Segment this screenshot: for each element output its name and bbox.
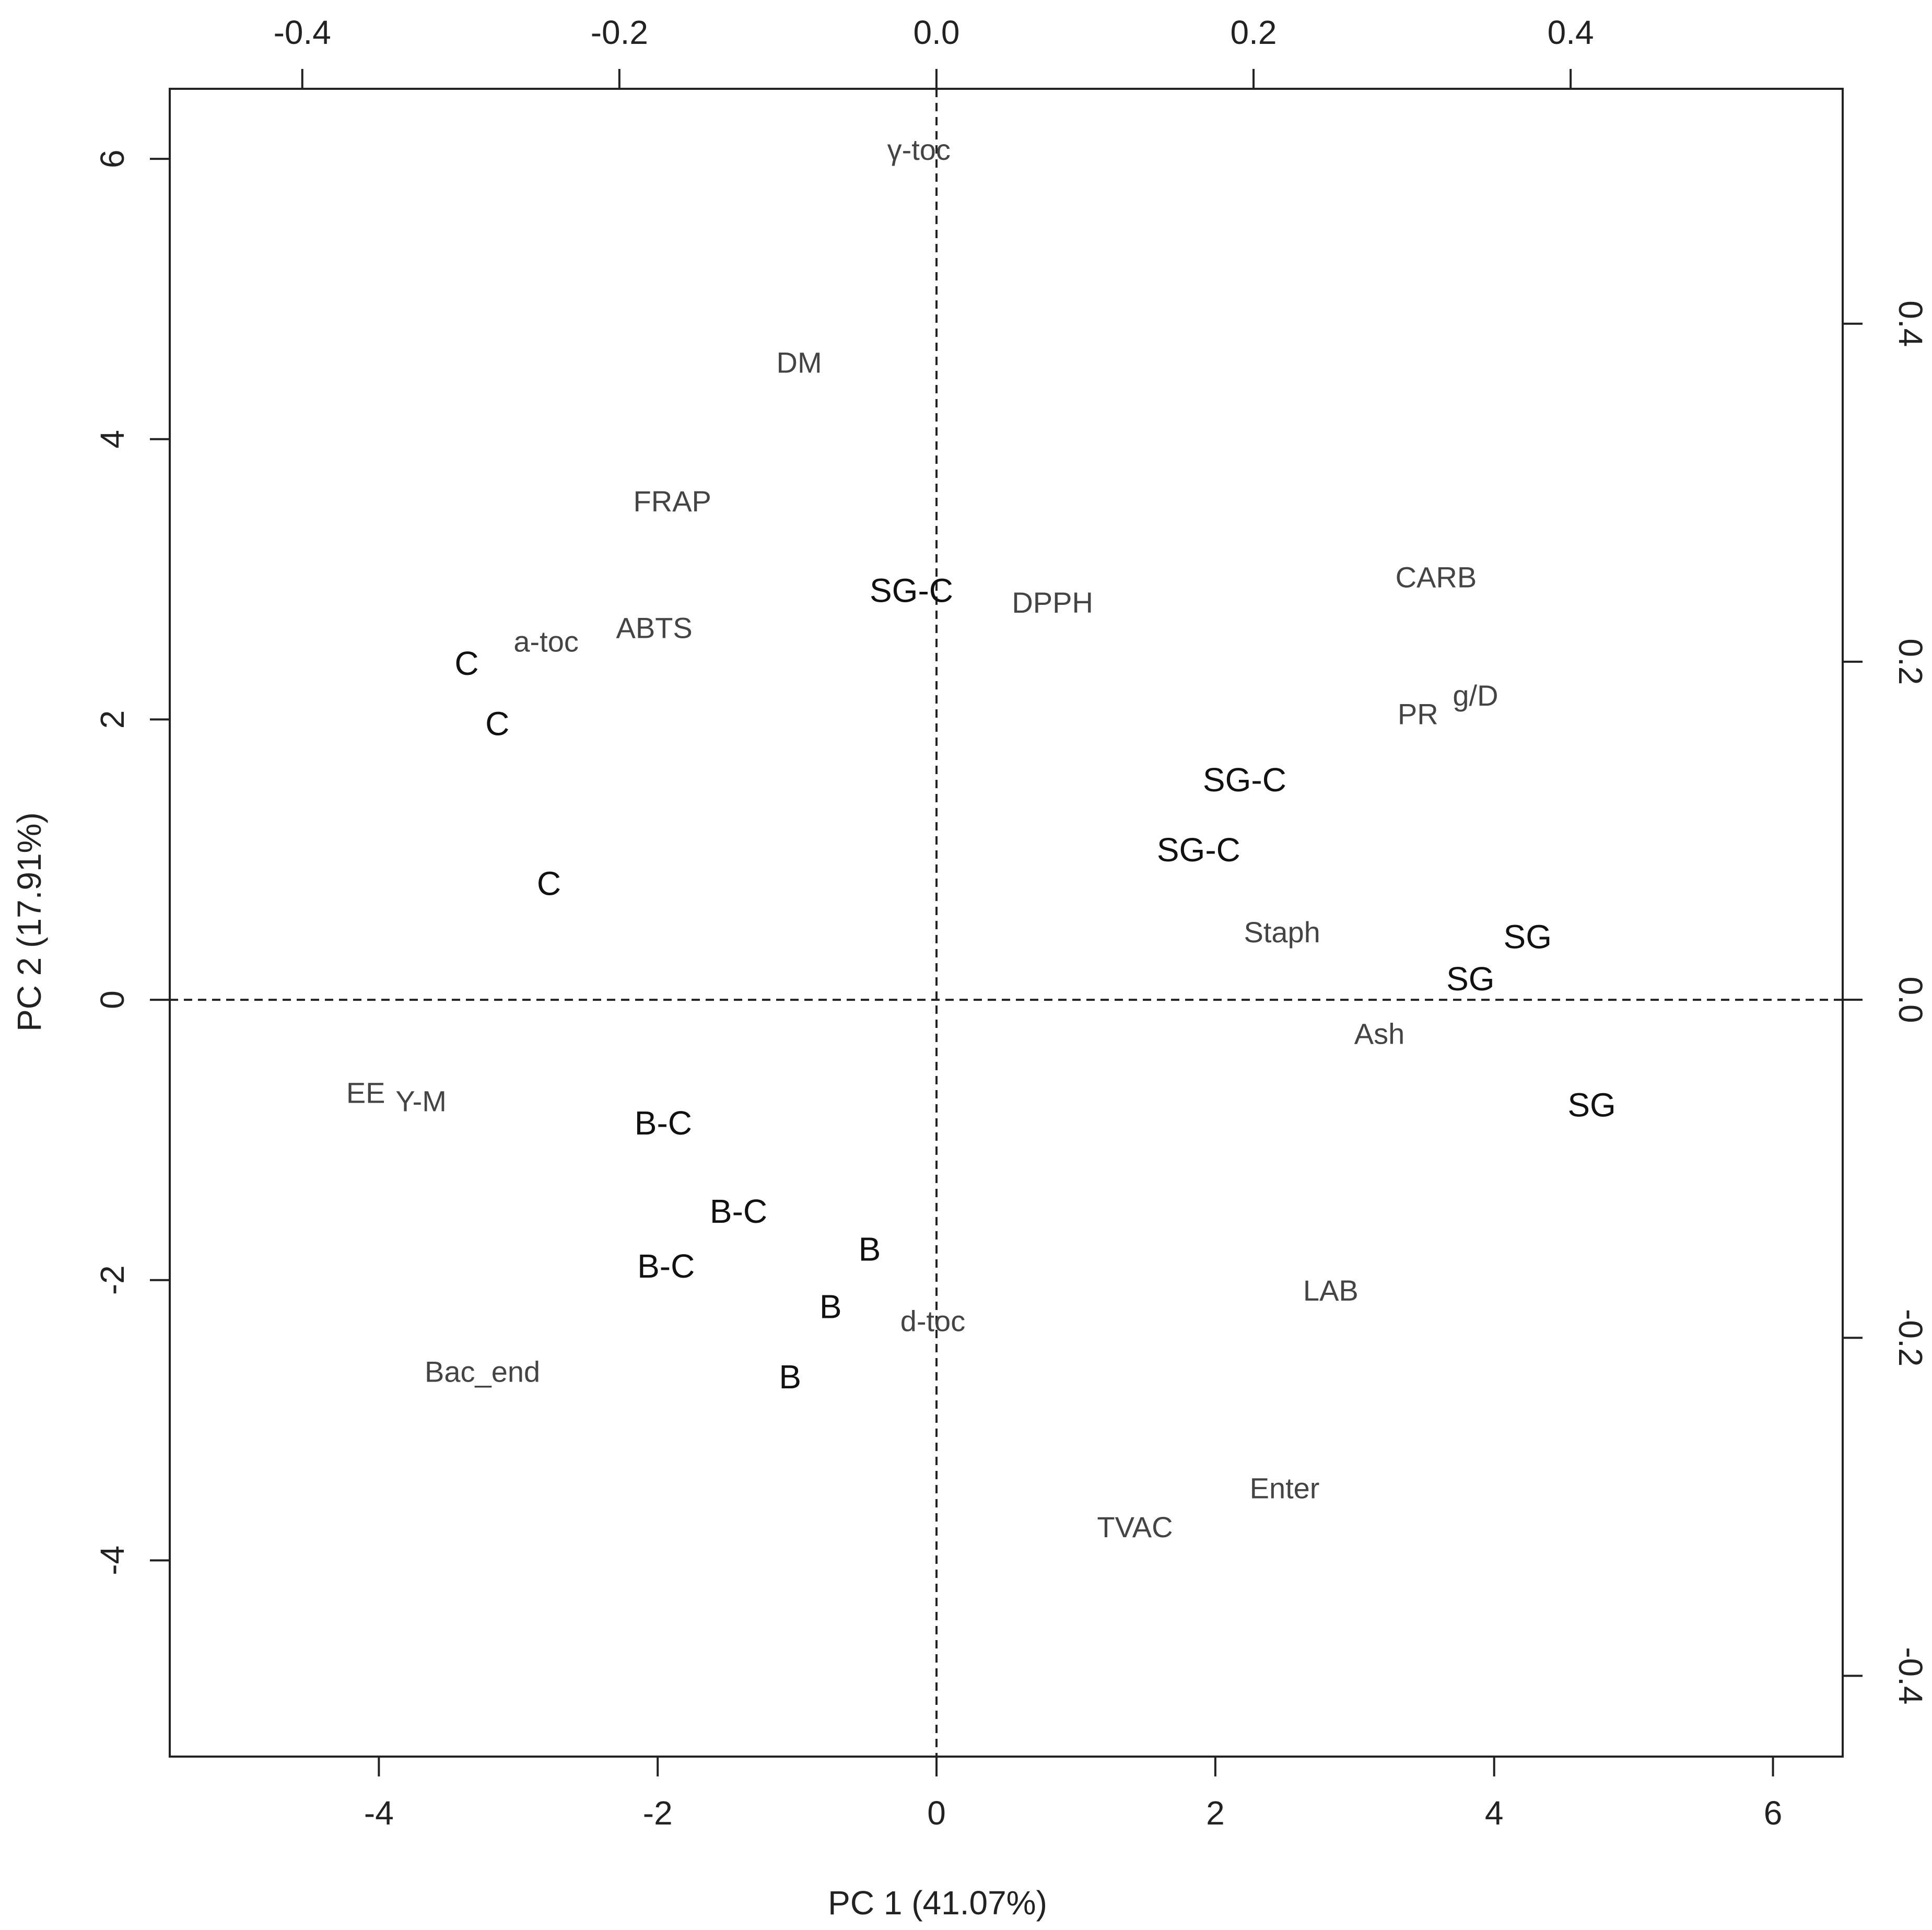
variable-label: Bac_end — [425, 1355, 540, 1388]
variable-label: TVAC — [1097, 1511, 1173, 1543]
observation-label: B-C — [637, 1247, 695, 1285]
y-tick-label: 6 — [93, 149, 131, 168]
x-axis-bottom: -4 -2 0 2 4 6 — [364, 1756, 1783, 1832]
variable-label: EE — [346, 1077, 385, 1109]
variable-label: DPPH — [1012, 586, 1093, 619]
y-tick-label: 2 — [93, 710, 131, 729]
y2-tick-label: 0.2 — [1892, 638, 1929, 685]
y-tick-label: -2 — [93, 1265, 131, 1295]
variable-label: g/D — [1453, 679, 1498, 712]
reference-lines — [170, 89, 1843, 1757]
plot-frame — [169, 88, 1844, 1758]
x-tick-label: 6 — [1764, 1794, 1783, 1832]
x2-tick-label: -0.2 — [591, 14, 648, 51]
x-tick-label: 0 — [927, 1794, 946, 1832]
observation-label: C — [537, 864, 561, 902]
y-tick-label: 0 — [93, 990, 131, 1009]
variable-label: γ-toc — [887, 133, 951, 166]
x-tick-label: 4 — [1485, 1794, 1504, 1832]
observation-label: SG-C — [870, 572, 953, 610]
observation-label: SG — [1446, 960, 1494, 998]
variable-label: Enter — [1250, 1472, 1320, 1505]
x-tick-label: -4 — [364, 1794, 394, 1832]
observation-label: SG-C — [1157, 831, 1240, 869]
observation-label: SG-C — [1203, 761, 1286, 799]
x-tick-label: -2 — [643, 1794, 673, 1832]
x2-tick-label: 0.2 — [1231, 14, 1277, 51]
variable-label: FRAP — [634, 485, 711, 518]
x-tick-label: 2 — [1206, 1794, 1225, 1832]
observation-label: B — [779, 1358, 801, 1396]
variable-label: ABTS — [616, 612, 692, 645]
variable-labels: γ-toc DM FRAP DPPH CARB a-toc ABTS g/D PR Staph As… — [346, 133, 1498, 1543]
y-tick-label: -4 — [93, 1546, 131, 1575]
observation-label: SG — [1504, 918, 1552, 955]
variable-label: LAB — [1303, 1274, 1359, 1307]
variable-label: d-toc — [900, 1304, 966, 1337]
variable-label: DM — [777, 346, 822, 379]
observation-label: B — [819, 1288, 842, 1326]
y2-tick-label: -0.2 — [1892, 1309, 1929, 1366]
y-axis-left: -4 -2 0 2 4 6 — [93, 149, 171, 1575]
observation-label: C — [454, 645, 478, 682]
x2-tick-label: -0.4 — [274, 14, 331, 51]
variable-label: Ash — [1354, 1017, 1405, 1050]
observation-label: SG — [1567, 1086, 1615, 1124]
y2-tick-label: 0.4 — [1892, 300, 1929, 347]
observation-label: B-C — [710, 1192, 767, 1230]
variable-label: CARB — [1396, 561, 1477, 594]
x-axis-title: PC 1 (41.07%) — [828, 1884, 1047, 1922]
y-tick-label: 4 — [93, 430, 131, 449]
variable-label: Staph — [1244, 916, 1320, 949]
x2-tick-label: 0.4 — [1548, 14, 1594, 51]
y-axis-title: PC 2 (17.91%) — [10, 812, 48, 1032]
observation-label: C — [485, 705, 509, 742]
variable-label: PR — [1398, 698, 1438, 731]
variable-label: a-toc — [513, 625, 579, 658]
x2-tick-label: 0.0 — [913, 14, 959, 51]
y2-tick-label: -0.4 — [1892, 1647, 1929, 1704]
y-axis-right: -0.4 -0.2 0.0 0.2 0.4 — [1842, 300, 1929, 1704]
observation-label: B-C — [635, 1104, 692, 1142]
observation-label: B — [859, 1231, 881, 1268]
y2-tick-label: 0.0 — [1892, 977, 1929, 1023]
variable-label: Y-M — [395, 1085, 447, 1118]
x-axis-top: -0.4 -0.2 0.0 0.2 0.4 — [274, 14, 1594, 90]
